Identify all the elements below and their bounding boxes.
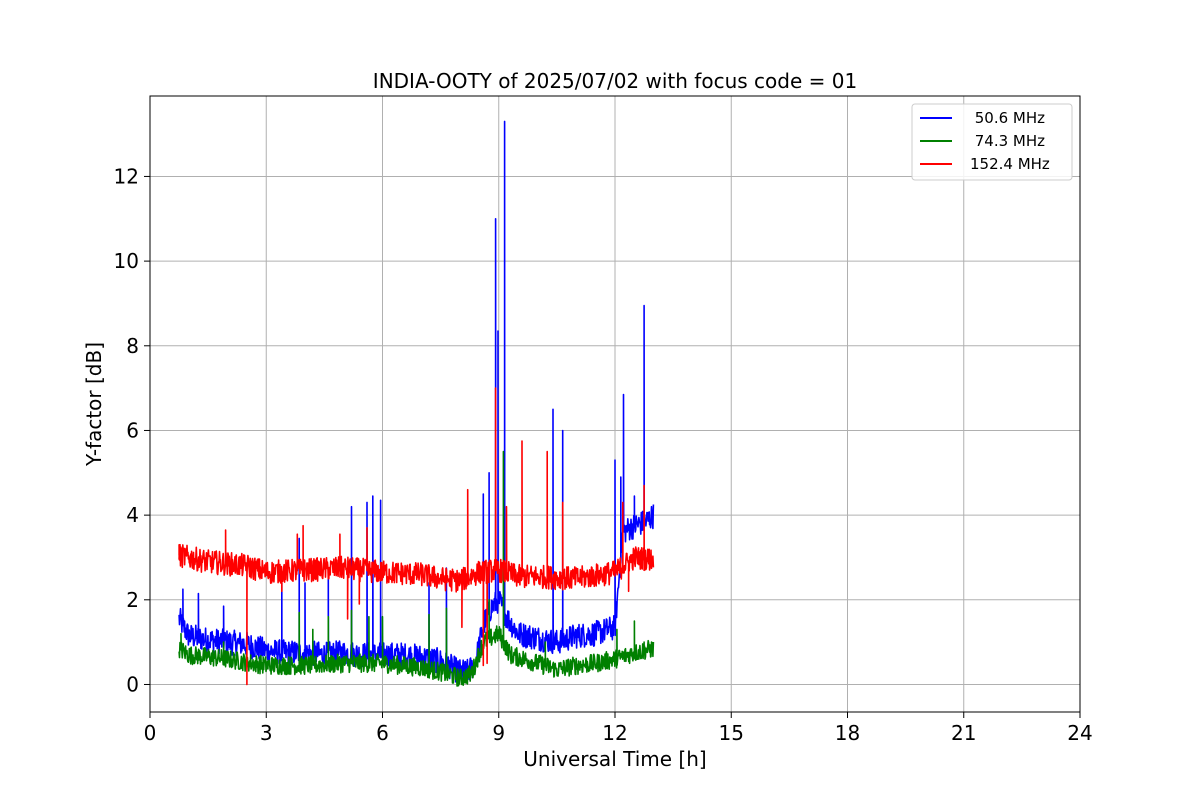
x-axis-label: Universal Time [h]: [523, 747, 706, 771]
series-1524mhz: [178, 387, 655, 686]
y-tick-label: 4: [126, 503, 139, 527]
legend: 50.6 MHz 74.3 MHz 152.4 MHz: [911, 103, 1073, 181]
x-tick-label: 21: [951, 721, 976, 745]
x-tick-label: 3: [260, 721, 273, 745]
series-743mhz: [178, 450, 655, 687]
x-tick-label: 15: [719, 721, 744, 745]
legend-label: 50.6 MHz: [970, 109, 1045, 127]
y-tick-label: 2: [126, 588, 139, 612]
chart-title: INDIA-OOTY of 2025/07/02 with focus code…: [373, 69, 857, 93]
legend-label: 74.3 MHz: [970, 132, 1045, 150]
legend-box: [911, 103, 1073, 181]
x-tick-label: 18: [835, 721, 860, 745]
x-tick-label: 24: [1067, 721, 1092, 745]
legend-label: 152.4 MHz: [970, 155, 1050, 173]
x-tick-label: 6: [376, 721, 389, 745]
x-tick-label: 12: [602, 721, 627, 745]
y-tick-label: 12: [114, 164, 139, 188]
x-tick-label: 9: [492, 721, 505, 745]
y-tick-label: 10: [114, 249, 139, 273]
y-axis-label: Y-factor [dB]: [82, 342, 106, 467]
x-tick-label: 0: [144, 721, 157, 745]
y-tick-label: 0: [126, 672, 139, 696]
y-tick-label: 8: [126, 334, 139, 358]
y-tick-label: 6: [126, 418, 139, 442]
series-506mhz: [178, 120, 655, 683]
plot-area: [178, 120, 655, 687]
